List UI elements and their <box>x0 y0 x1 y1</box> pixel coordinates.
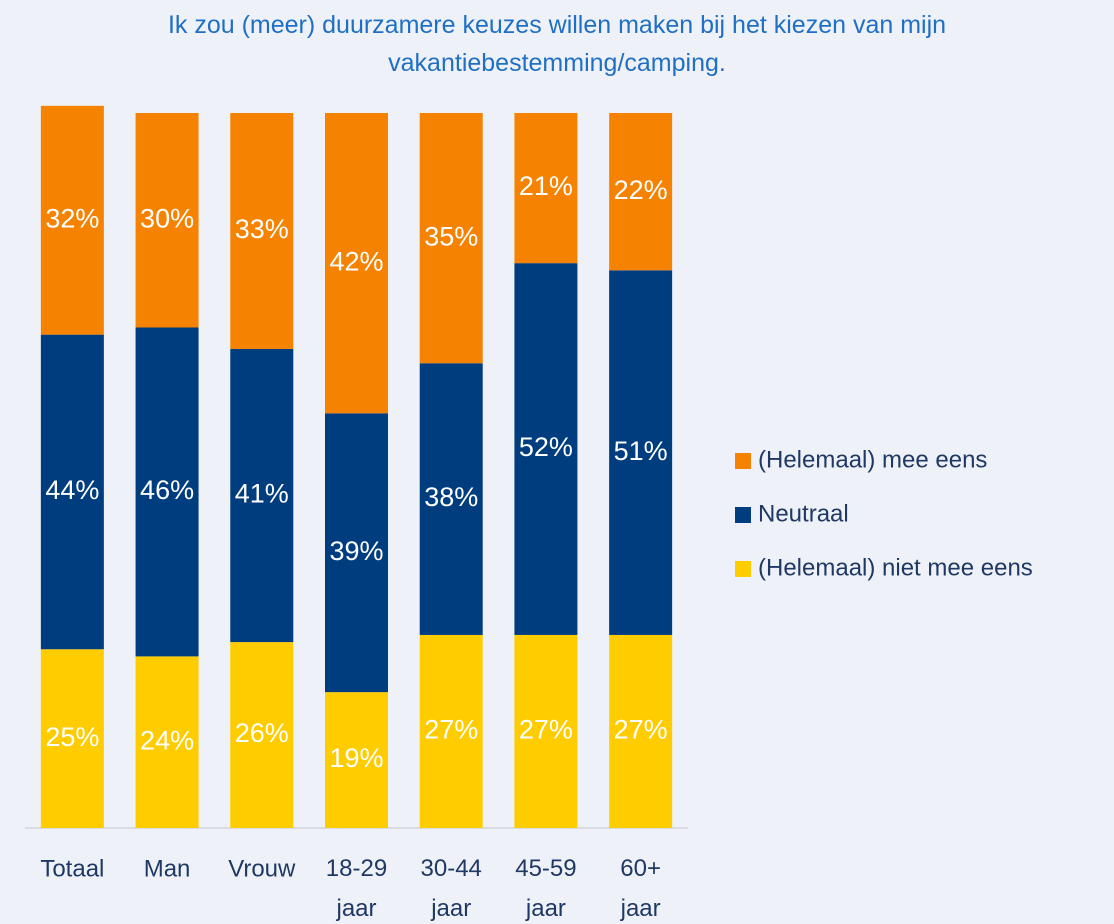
bar-segment <box>514 113 578 264</box>
bar-segment <box>230 348 294 643</box>
bar-segment <box>40 334 104 650</box>
legend-label: (Helemaal) niet mee eens <box>758 554 1033 581</box>
chart-title: Ik zou (meer) duurzamere keuzes willen m… <box>167 11 947 77</box>
bar-segment <box>230 642 294 828</box>
legend-label: (Helemaal) mee eens <box>758 446 987 473</box>
data-label: 32% <box>45 203 99 233</box>
x-tick-label: Totaal <box>40 855 104 882</box>
x-tick-label: 18-29 jaar <box>326 855 387 922</box>
data-label: 27% <box>519 715 573 745</box>
data-label: 44% <box>45 475 99 505</box>
legend-label: Neutraal <box>758 500 849 527</box>
data-label: 24% <box>140 725 194 755</box>
bar-segment <box>230 113 294 349</box>
bar-segment <box>419 363 483 635</box>
bar-segment <box>419 113 483 364</box>
bar-segment <box>325 413 388 693</box>
data-label: 42% <box>329 246 383 276</box>
bar-segment <box>135 113 199 328</box>
data-label: 22% <box>614 175 668 205</box>
bar-segment <box>40 649 104 828</box>
bar-segment <box>419 634 483 828</box>
data-label: 41% <box>235 479 289 509</box>
bar-segment <box>609 634 673 828</box>
x-tick-label: 45-59 jaar <box>515 855 576 922</box>
data-label: 19% <box>329 743 383 773</box>
data-label: 51% <box>614 436 668 466</box>
bar-segment <box>325 692 388 828</box>
bar-segment <box>514 634 578 828</box>
x-tick-label: Vrouw <box>228 855 296 882</box>
data-label: 30% <box>140 203 194 233</box>
legend-swatch <box>735 453 751 469</box>
data-label: 52% <box>519 432 573 462</box>
data-label: 46% <box>140 475 194 505</box>
data-label: 38% <box>424 482 478 512</box>
x-tick-label: 60+ jaar <box>620 855 661 922</box>
bar-segment <box>514 263 578 635</box>
data-label: 27% <box>424 715 478 745</box>
x-tick-label: Man <box>144 855 191 882</box>
bar-segment <box>609 270 673 635</box>
bar-segment <box>325 113 388 414</box>
data-label: 25% <box>45 722 99 752</box>
x-tick-label: 30-44 jaar <box>421 855 482 922</box>
data-label: 27% <box>614 715 668 745</box>
legend-swatch <box>735 561 751 577</box>
data-label: 33% <box>235 214 289 244</box>
data-label: 26% <box>235 718 289 748</box>
bar-segment <box>40 105 104 335</box>
bar-segment <box>135 327 199 657</box>
bar-segment <box>609 113 673 271</box>
legend-swatch <box>735 507 751 523</box>
data-label: 35% <box>424 221 478 251</box>
data-label: 39% <box>329 536 383 566</box>
bar-segment <box>135 656 199 828</box>
data-label: 21% <box>519 171 573 201</box>
